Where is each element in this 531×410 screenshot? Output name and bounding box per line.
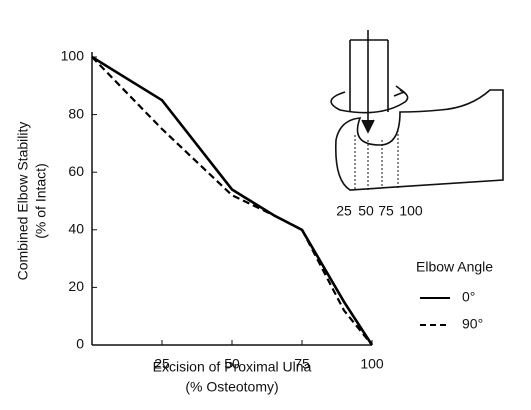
x-axis-label: Excision of Proximal Ulna xyxy=(153,359,312,375)
diagram-label: 50 xyxy=(358,203,374,219)
legend-label: 0° xyxy=(462,289,475,305)
line-series xyxy=(92,57,372,345)
y-tick-label: 40 xyxy=(68,221,84,237)
x-tick-label: 100 xyxy=(360,356,384,372)
legend-title: Elbow Angle xyxy=(416,259,493,275)
diagram-label: 25 xyxy=(336,203,352,219)
legend-label: 90° xyxy=(462,316,483,332)
y-tick-label: 100 xyxy=(61,48,85,64)
y-tick-label: 0 xyxy=(76,336,84,352)
y-axis-label: (% of Intact) xyxy=(33,163,49,238)
diagram-label: 75 xyxy=(378,203,394,219)
elbow-diagram xyxy=(331,30,503,190)
x-axis-label: (% Osteotomy) xyxy=(185,379,278,395)
y-tick-label: 80 xyxy=(68,105,84,121)
y-tick-label: 60 xyxy=(68,163,84,179)
diagram-label: 100 xyxy=(399,203,423,219)
y-axis-label: Combined Elbow Stability xyxy=(15,122,31,281)
chart: 0 20 40 60 80 100 25 5075 100 Combined Elbow Stab… xyxy=(0,0,531,410)
y-tick-label: 20 xyxy=(68,278,84,294)
